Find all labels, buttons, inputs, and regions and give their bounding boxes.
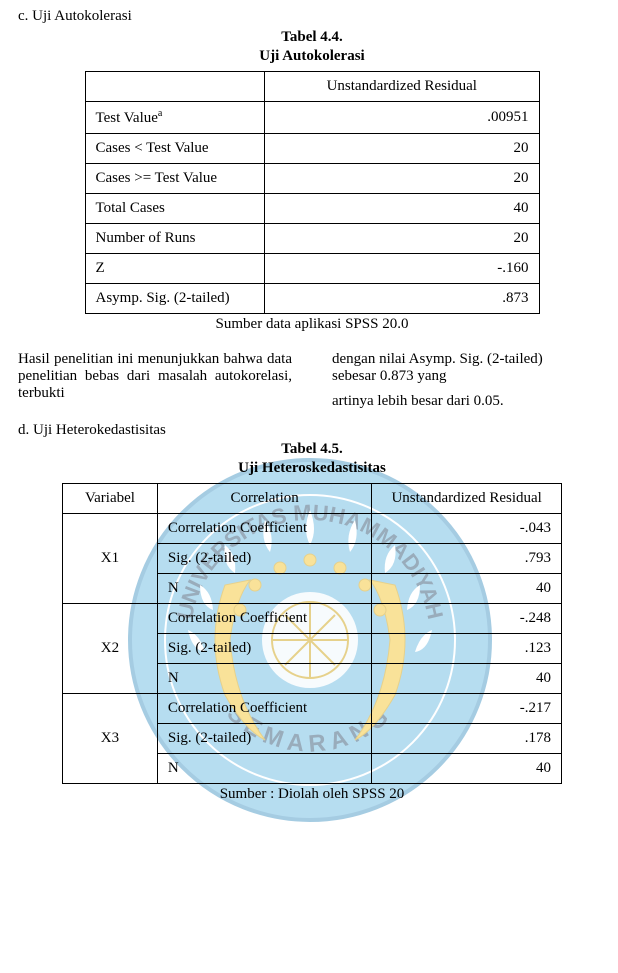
table1-row-value: -.160 — [265, 254, 539, 284]
table1-row-value: .00951 — [265, 102, 539, 134]
table2-corr-label: N — [157, 664, 371, 694]
table2-corr-label: N — [157, 574, 371, 604]
paragraph-right-l2: sebesar 0.873 yang — [332, 368, 606, 385]
table2-number: Tabel 4.5. — [18, 441, 606, 458]
paragraph-right-l3: artinya lebih besar dari 0.05. — [332, 393, 606, 410]
table2-corr-value: 40 — [372, 574, 562, 604]
table1-row-label: Cases < Test Value — [85, 134, 265, 164]
paragraph-block: Hasil penelitian ini menunjukkan bahwa d… — [18, 351, 606, 410]
table1-number: Tabel 4.4. — [18, 29, 606, 46]
table2-corr-label: N — [157, 754, 371, 784]
table2-corr-value: 40 — [372, 664, 562, 694]
table2-corr-value: .793 — [372, 544, 562, 574]
table1-header: Unstandardized Residual — [265, 72, 539, 102]
table2-corr-label: Correlation Coefficient — [157, 694, 371, 724]
section-c-label: c. Uji Autokolerasi — [18, 8, 606, 25]
table2-title: Uji Heteroskedastisitas — [18, 460, 606, 477]
table2-corr-value: -.248 — [372, 604, 562, 634]
section-d-label: d. Uji Heterokedastisitas — [18, 422, 606, 439]
table1-source: Sumber data aplikasi SPSS 20.0 — [18, 316, 606, 333]
table2-var: X1 — [63, 514, 158, 604]
table1-blank-header — [85, 72, 265, 102]
table2-corr-label: Sig. (2-tailed) — [157, 724, 371, 754]
table2-corr-label: Correlation Coefficient — [157, 514, 371, 544]
table1-title: Uji Autokolerasi — [18, 48, 606, 65]
table2-corr-value: .178 — [372, 724, 562, 754]
table1-row-value: 20 — [265, 224, 539, 254]
table2-corr-value: .123 — [372, 634, 562, 664]
table1-row-value: 20 — [265, 134, 539, 164]
table1-row-label: Cases >= Test Value — [85, 164, 265, 194]
table2-corr-value: -.217 — [372, 694, 562, 724]
autocorrelation-table: Unstandardized Residual Test Valuea .009… — [85, 71, 540, 314]
table1-row-label: Total Cases — [85, 194, 265, 224]
paragraph-right: dengan nilai Asymp. Sig. (2-tailed) sebe… — [332, 351, 606, 410]
table2-var: X3 — [63, 694, 158, 784]
paragraph-left: Hasil penelitian ini menunjukkan bahwa d… — [18, 351, 292, 410]
table1-row-label: Z — [85, 254, 265, 284]
table1-row-label: Number of Runs — [85, 224, 265, 254]
table1-row-label: Asymp. Sig. (2-tailed) — [85, 284, 265, 314]
table2-header-var: Variabel — [63, 484, 158, 514]
paragraph-right-l1: dengan nilai Asymp. Sig. (2-tailed) — [332, 351, 606, 368]
table1-row-value: 20 — [265, 164, 539, 194]
table2-corr-label: Sig. (2-tailed) — [157, 544, 371, 574]
table2-source: Sumber : Diolah oleh SPSS 20 — [18, 786, 606, 803]
heteroskedasticity-table: Variabel Correlation Unstandardized Resi… — [62, 483, 562, 784]
table2-corr-label: Sig. (2-tailed) — [157, 634, 371, 664]
table2-corr-value: 40 — [372, 754, 562, 784]
table2-var: X2 — [63, 604, 158, 694]
table2-header-res: Unstandardized Residual — [372, 484, 562, 514]
table1-row-value: .873 — [265, 284, 539, 314]
table2-corr-value: -.043 — [372, 514, 562, 544]
table2-header-corr: Correlation — [157, 484, 371, 514]
table1-row-label: Test Valuea — [85, 102, 265, 134]
table2-corr-label: Correlation Coefficient — [157, 604, 371, 634]
table1-row-value: 40 — [265, 194, 539, 224]
